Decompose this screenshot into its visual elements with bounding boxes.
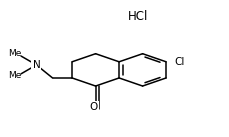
Text: O: O <box>89 102 98 112</box>
Text: N: N <box>33 60 40 70</box>
Text: Me: Me <box>8 71 21 80</box>
Text: Cl: Cl <box>174 57 184 67</box>
Text: HCl: HCl <box>127 10 147 23</box>
Text: Me: Me <box>8 49 21 58</box>
